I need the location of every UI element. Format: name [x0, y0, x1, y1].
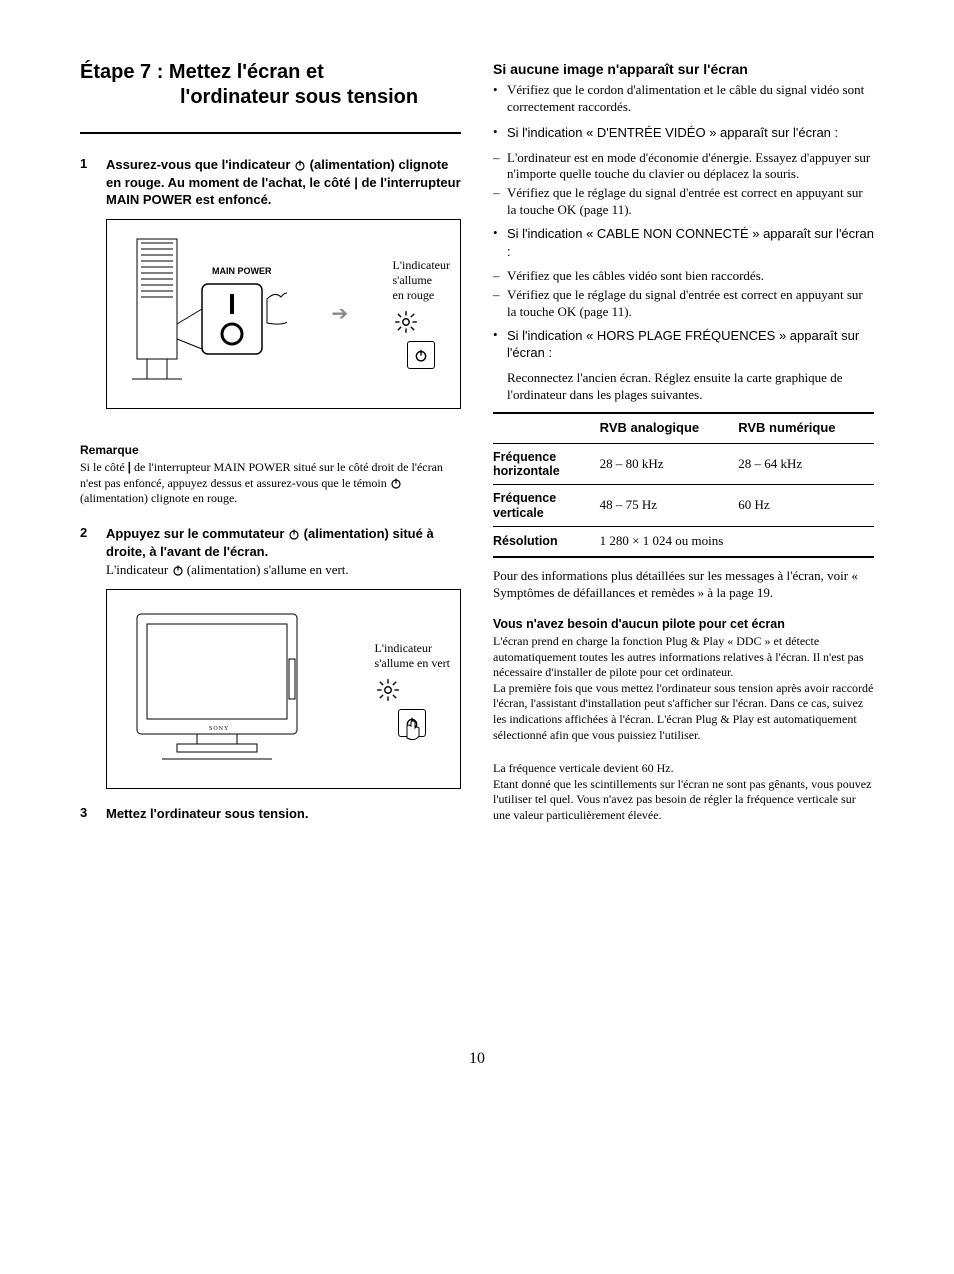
figure2-caption: L'indicateur s'allume en vert	[375, 641, 450, 671]
bullet-cable-non-connecte: Si l'indication « CABLE NON CONNECTÉ » a…	[493, 225, 874, 260]
table-row: Résolution 1 280 × 1 024 ou moins	[493, 527, 874, 557]
row-resolution: 1 280 × 1 024 ou moins	[600, 527, 874, 557]
pilot-para-2: La première fois que vous mettez l'ordin…	[493, 681, 874, 743]
power-icon	[172, 564, 184, 576]
row-label: Fréquence horizontale	[493, 443, 600, 485]
table-row: Fréquence verticale 48 – 75 Hz 60 Hz	[493, 485, 874, 527]
th-analog: RVB analogique	[600, 413, 739, 443]
main-power-label: MAIN POWER	[212, 266, 272, 276]
figure1-arrow-group: ➔	[331, 301, 348, 327]
freq-para-1: La fréquence verticale devient 60 Hz.	[493, 761, 874, 777]
bullet-check-cables: Vérifiez que le cordon d'alimentation et…	[493, 82, 874, 116]
th-digital: RVB numérique	[738, 413, 874, 443]
row-digital: 28 – 64 kHz	[738, 443, 874, 485]
th-empty	[493, 413, 600, 443]
right-column: Si aucune image n'apparaît sur l'écran V…	[493, 60, 874, 829]
power-badge	[407, 341, 435, 369]
step-prefix: Étape 7 :	[80, 61, 163, 83]
freq-para-2: Etant donné que les scintillements sur l…	[493, 777, 874, 824]
left-column: Étape 7 : Mettez l'écran et l'ordinateur…	[80, 60, 461, 829]
bullet-entree-video: Si l'indication « D'ENTRÉE VIDÉO » appar…	[493, 124, 874, 142]
table-row: Fréquence horizontale 28 – 80 kHz 28 – 6…	[493, 443, 874, 485]
figure-front-power: SONY L'indicateur s'allume en vert	[106, 589, 461, 789]
page-number: 10	[80, 1049, 874, 1070]
step-2-number: 2	[80, 525, 106, 579]
row-digital: 60 Hz	[738, 485, 874, 527]
after-table-note: Pour des informations plus détaillées su…	[493, 568, 874, 602]
row-label: Résolution	[493, 527, 600, 557]
step-1-number: 1	[80, 156, 106, 209]
light-icon	[375, 677, 401, 703]
power-icon	[288, 528, 300, 540]
power-icon	[390, 477, 402, 489]
row-label: Fréquence verticale	[493, 485, 600, 527]
title-rule	[80, 132, 461, 134]
step-title-line2: l'ordinateur sous tension	[80, 85, 461, 110]
step-3-text: Mettez l'ordinateur sous tension.	[106, 805, 461, 823]
bullet-hors-plage: Si l'indication « HORS PLAGE FRÉQUENCES …	[493, 327, 874, 362]
svg-text:SONY: SONY	[209, 726, 229, 732]
step-2-sub: L'indicateur (alimentation) s'allume en …	[106, 562, 461, 579]
hors-plage-after: Reconnectez l'ancien écran. Réglez ensui…	[507, 370, 874, 404]
step-title-line1: Mettez l'écran et	[169, 61, 324, 83]
frequency-table: RVB analogique RVB numérique Fréquence h…	[493, 412, 874, 558]
step-2: 2 Appuyez sur le commutateur (alimentati…	[80, 525, 461, 579]
figure1-right: L'indicateur s'allume en rouge	[393, 258, 450, 369]
light-icon	[393, 309, 419, 335]
hand-icon	[405, 720, 427, 742]
page-columns: Étape 7 : Mettez l'écran et l'ordinateur…	[80, 60, 874, 829]
monitor-side-illustration: MAIN POWER	[117, 229, 287, 399]
remarque-body: Si le côté | de l'interrupteur MAIN POWE…	[80, 460, 461, 507]
remarque-heading: Remarque	[80, 443, 461, 459]
power-icon	[294, 159, 306, 171]
step-1-text: Assurez-vous que l'indicateur (alimentat…	[106, 156, 461, 209]
no-image-heading: Si aucune image n'apparaît sur l'écran	[493, 60, 874, 78]
dashes-cable-non-connecte: Vérifiez que les câbles vidéo sont bien …	[493, 268, 874, 321]
step-3-number: 3	[80, 805, 106, 823]
no-driver-heading: Vous n'avez besoin d'aucun pilote pour c…	[493, 616, 874, 632]
row-analog: 28 – 80 kHz	[600, 443, 739, 485]
step-7-title: Étape 7 : Mettez l'écran et l'ordinateur…	[80, 60, 461, 112]
row-analog: 48 – 75 Hz	[600, 485, 739, 527]
figure-main-power: MAIN POWER ➔ L'indicateur s'allume en ro…	[106, 219, 461, 409]
pilot-para-1: L'écran prend en charge la fonction Plug…	[493, 634, 874, 681]
arrow-icon: ➔	[331, 303, 348, 325]
step-2-text: Appuyez sur le commutateur (alimentation…	[106, 525, 461, 560]
step-1: 1 Assurez-vous que l'indicateur (aliment…	[80, 156, 461, 209]
power-badge-hand	[398, 709, 426, 737]
monitor-front-illustration: SONY	[117, 599, 317, 779]
figure1-caption: L'indicateur s'allume en rouge	[393, 258, 450, 303]
dashes-entree-video: L'ordinateur est en mode d'économie d'én…	[493, 150, 874, 220]
step-3: 3 Mettez l'ordinateur sous tension.	[80, 805, 461, 823]
figure2-right: L'indicateur s'allume en vert	[375, 641, 450, 737]
